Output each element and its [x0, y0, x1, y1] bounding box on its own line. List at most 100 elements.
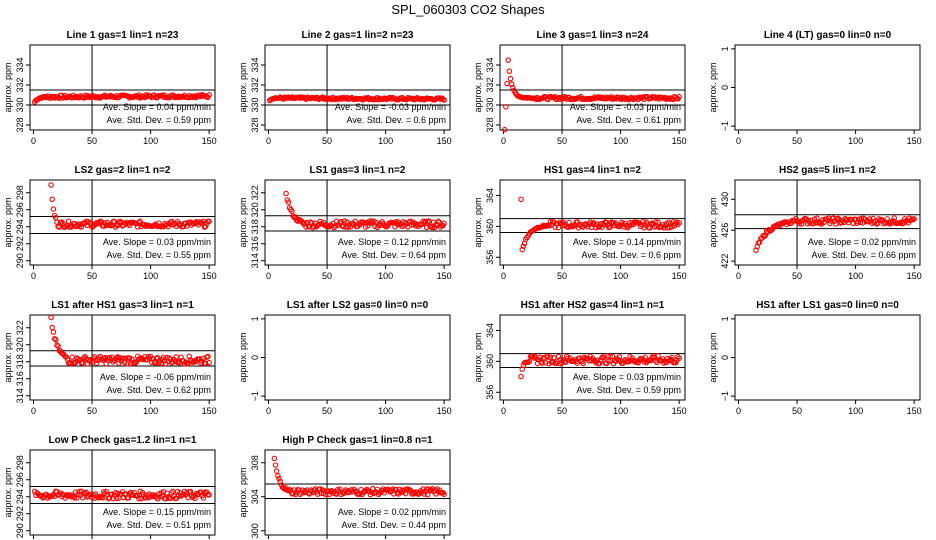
y-tick-label: 1	[720, 316, 730, 321]
data-point	[202, 360, 209, 367]
data-point	[814, 215, 820, 221]
y-axis-label: approx. ppm	[3, 62, 13, 112]
y-tick-label: 430	[720, 192, 730, 207]
data-point	[510, 84, 516, 91]
std-dev-annotation: Ave. Std. Dev. = 0.64 ppm	[342, 250, 446, 260]
data-point	[603, 95, 610, 102]
data-point	[669, 354, 675, 361]
y-tick-label: 292	[15, 506, 25, 521]
data-point	[873, 221, 880, 227]
data-point	[568, 222, 575, 229]
y-tick-label: −1	[720, 121, 730, 131]
y-tick-label: 308	[250, 455, 260, 470]
data-point	[520, 243, 527, 249]
data-points	[518, 196, 682, 253]
data-point	[49, 324, 55, 331]
data-point	[285, 199, 292, 205]
data-point	[156, 220, 162, 226]
x-tick-label: 50	[87, 406, 97, 416]
x-tick-label: 100	[613, 406, 628, 416]
data-points	[48, 182, 212, 230]
std-dev-annotation: Ave. Std. Dev. = 0.51 ppm	[107, 520, 211, 530]
data-point	[607, 224, 613, 231]
x-tick-label: 150	[202, 136, 217, 146]
data-point	[387, 94, 394, 101]
y-tick-label: 334	[15, 57, 25, 72]
x-tick-label: 100	[848, 136, 863, 146]
panel-14: High P Check gas=1 lin=0.8 n=10501001503…	[238, 435, 451, 539]
x-tick-label: 50	[557, 271, 567, 281]
data-point	[307, 219, 314, 225]
x-tick-label: 150	[202, 406, 217, 416]
figure-title: SPL_060303 CO2 Shapes	[391, 2, 545, 17]
data-points	[501, 57, 682, 133]
x-tick-label: 100	[613, 271, 628, 281]
panel-title: High P Check gas=1 lin=0.8 n=1	[282, 435, 433, 446]
data-point	[503, 104, 509, 110]
data-point	[421, 219, 427, 226]
x-tick-label: 0	[736, 136, 741, 146]
panel-9: LS1 after HS1 gas=3 lin=1 n=1 0 50 100 150 31…	[3, 300, 217, 416]
data-point	[761, 233, 768, 240]
plot-frame	[734, 314, 921, 401]
panel-2: Line 2 gas=1 lin=2 n=23 0 50 100 150 328 330 33…	[238, 30, 452, 146]
y-tick-label: 334	[250, 57, 260, 72]
y-axis-label: approx. ppm	[473, 332, 483, 382]
plot-frame	[29, 44, 216, 131]
data-point	[113, 355, 120, 361]
y-axis-label: approx. ppm	[3, 332, 13, 382]
data-point	[51, 335, 58, 342]
plot-frame	[264, 179, 451, 266]
panel-6: LS1 gas=3 lin=1 n=2 0 50 100 150 314 316 318 320…	[238, 165, 452, 281]
y-tick-label: 290	[15, 523, 25, 538]
data-point	[547, 354, 554, 360]
data-point	[526, 358, 533, 365]
data-point	[835, 215, 841, 222]
std-dev-annotation: Ave. Std. Dev. = 0.61 ppm	[577, 115, 681, 125]
y-axis-label: approx. ppm	[238, 62, 248, 112]
data-point	[185, 360, 191, 367]
data-point	[597, 95, 604, 102]
x-tick-label: 50	[557, 136, 567, 146]
panel-3: Line 3 gas=1 lin=3 n=24 0 50 100 150 328 330 33…	[473, 30, 687, 146]
data-point	[202, 223, 209, 230]
data-point	[275, 473, 281, 479]
y-tick-label: 320	[15, 337, 25, 352]
data-point	[154, 354, 161, 361]
plot-frame	[499, 44, 686, 131]
data-point	[160, 354, 167, 360]
data-point	[165, 223, 171, 230]
plot-frame	[29, 314, 216, 401]
y-tick-label: 298	[15, 185, 25, 200]
panel-title: LS1 gas=3 lin=1 n=2	[310, 165, 406, 176]
data-point	[807, 220, 813, 226]
data-point	[153, 355, 160, 362]
x-tick-label: 50	[557, 406, 567, 416]
data-points	[31, 488, 212, 502]
data-point	[48, 182, 54, 188]
panel-title: HS1 after LS1 gas=0 lin=0 n=0	[756, 300, 899, 311]
data-point	[422, 218, 429, 225]
slope-annotation: Ave. Slope = -0.03 ppm/min	[335, 102, 446, 112]
plot-frame	[29, 179, 216, 266]
plot-frame	[264, 449, 451, 536]
plot-frame	[499, 314, 686, 401]
data-point	[437, 96, 444, 102]
y-tick-label: 290	[15, 253, 25, 268]
data-point	[48, 314, 54, 321]
y-tick-label: 296	[15, 472, 25, 487]
data-point	[425, 491, 431, 498]
y-tick-label: 296	[15, 202, 25, 217]
data-point	[501, 126, 508, 133]
data-point	[911, 216, 917, 222]
data-point	[192, 495, 198, 502]
data-point	[321, 488, 328, 494]
data-point	[352, 218, 358, 225]
data-point	[103, 488, 109, 495]
y-tick-label: 426	[720, 223, 730, 238]
x-tick-label: 100	[143, 406, 158, 416]
panel-title: HS2 gas=5 lin=1 n=2	[779, 165, 876, 176]
panel-10: LS1 after LS2 gas=0 lin=0 n=0 0 50 100 150 −1…	[238, 300, 452, 416]
x-tick-label: 50	[792, 271, 802, 281]
x-tick-label: 0	[501, 136, 506, 146]
